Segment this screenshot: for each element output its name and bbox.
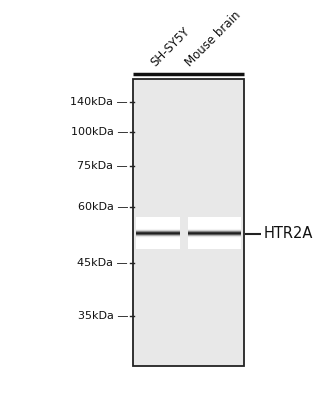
Text: 60kDa —: 60kDa — (78, 202, 128, 212)
Text: 100kDa —: 100kDa — (71, 127, 128, 137)
Text: SH-SY5Y: SH-SY5Y (149, 25, 193, 69)
Text: Mouse brain: Mouse brain (183, 9, 244, 69)
Text: 140kDa —: 140kDa — (70, 97, 128, 107)
Text: 75kDa —: 75kDa — (78, 161, 128, 171)
Text: 45kDa —: 45kDa — (78, 258, 128, 268)
Bar (133, 79, 244, 366)
Text: 35kDa —: 35kDa — (78, 311, 128, 321)
Text: HTR2A: HTR2A (264, 226, 313, 241)
